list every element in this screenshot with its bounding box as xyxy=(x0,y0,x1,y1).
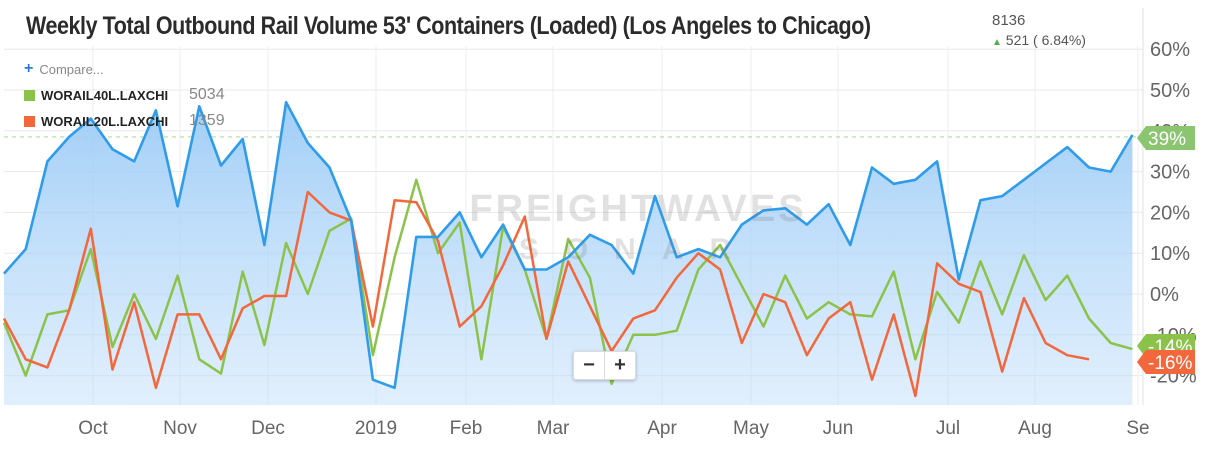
y-tick-label: 50% xyxy=(1150,80,1190,102)
y-tick-label: 10% xyxy=(1150,243,1190,265)
label-layer: -14%-16%39% xyxy=(1137,126,1195,374)
x-tick-label: 2019 xyxy=(355,418,397,439)
chart-title: Weekly Total Outbound Rail Volume 53' Co… xyxy=(26,12,871,40)
legend-series-value: 5034 xyxy=(189,86,225,103)
zoom-in-button[interactable]: + xyxy=(604,352,635,379)
end-label-main-shape xyxy=(1137,126,1195,150)
end-label-worail20l-shape xyxy=(1137,350,1195,374)
x-tick-label: Se xyxy=(1126,418,1149,439)
x-tick-label: Feb xyxy=(450,418,483,439)
area-layer xyxy=(4,102,1133,405)
compare-label: Compare... xyxy=(39,61,104,77)
zoom-controls: − + xyxy=(573,351,636,380)
series-line-worail20l xyxy=(2,190,1090,398)
y-tick-label: 0% xyxy=(1150,284,1179,306)
end-label-worail20l: -16% xyxy=(1137,350,1195,374)
y-tick-label: 30% xyxy=(1150,162,1190,184)
summary-change: ▲ 521 ( 6.84%) xyxy=(992,32,1086,48)
legend-series-name: WORAIL40L.LAXCHI xyxy=(41,87,169,103)
legend-item-worail20l[interactable]: WORAIL20L.LAXCHI 1359 xyxy=(24,112,225,130)
x-tick-label: Dec xyxy=(251,418,285,439)
x-tick-label: Mar xyxy=(537,418,570,439)
end-label-worail20l-text: -16% xyxy=(1148,353,1192,374)
x-tick-label: Jul xyxy=(936,418,960,439)
summary-change-text: 521 ( 6.84%) xyxy=(1005,32,1086,48)
line-layer xyxy=(2,100,1134,398)
x-tick-label: Jun xyxy=(823,418,854,439)
zoom-out-button[interactable]: − xyxy=(583,354,595,376)
up-arrow-icon: ▲ xyxy=(992,37,1002,48)
x-tick-label: Oct xyxy=(78,418,108,439)
x-tick-label: Apr xyxy=(647,418,677,439)
x-tick-label: Nov xyxy=(163,418,197,439)
legend-swatch-orange xyxy=(24,115,35,127)
legend-series-value: 1359 xyxy=(189,112,225,129)
main-series-line xyxy=(3,100,1134,390)
compare-button[interactable]: + Compare... xyxy=(24,60,225,78)
legend-swatch-green xyxy=(24,89,35,101)
x-tick-label: Aug xyxy=(1018,418,1052,439)
series-line-worail40l xyxy=(2,178,1133,386)
main-series-area xyxy=(4,102,1133,405)
y-tick-label: 20% xyxy=(1150,202,1190,224)
end-label-main: 39% xyxy=(1137,126,1195,150)
legend-series-name: WORAIL20L.LAXCHI xyxy=(41,113,169,129)
x-tick-label: May xyxy=(733,418,769,439)
summary-value: 8136 xyxy=(992,12,1026,29)
legend: + Compare... WORAIL40L.LAXCHI 5034 WORAI… xyxy=(24,60,225,130)
y-tick-label: 60% xyxy=(1150,39,1190,61)
legend-item-worail40l[interactable]: WORAIL40L.LAXCHI 5034 xyxy=(24,86,225,104)
plus-icon: + xyxy=(24,60,34,77)
chart-header: Weekly Total Outbound Rail Volume 53' Co… xyxy=(4,0,1142,48)
end-label-main-text: 39% xyxy=(1148,129,1186,150)
